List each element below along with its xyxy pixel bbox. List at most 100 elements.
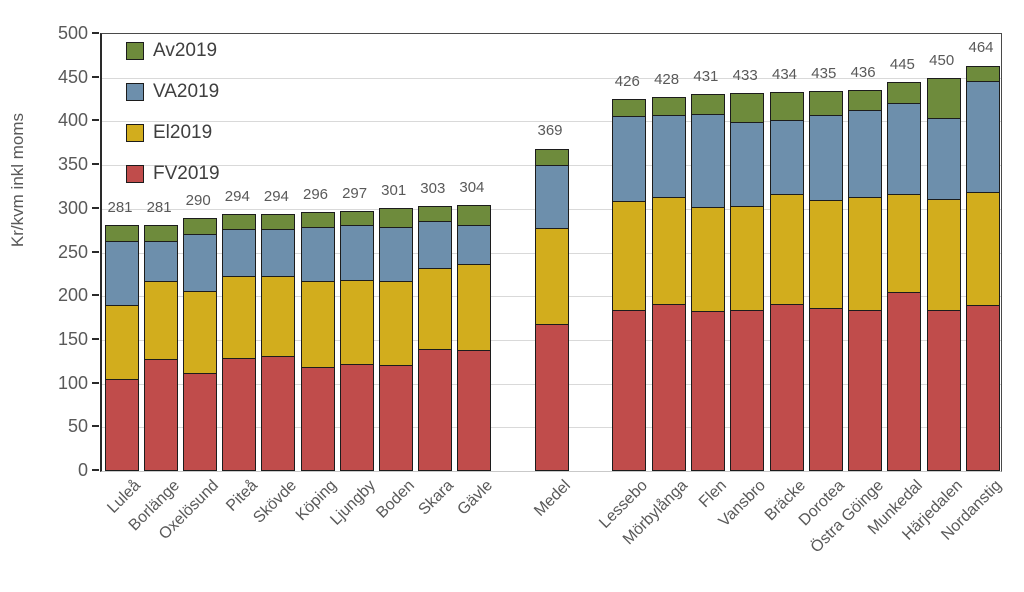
segment-fv2019 — [966, 305, 1000, 471]
segment-va2019 — [144, 241, 179, 283]
segment-el2019 — [105, 305, 139, 381]
bar-total-label: 294 — [224, 188, 250, 206]
legend-item-el2019: El2019 — [126, 122, 220, 143]
segment-el2019 — [769, 194, 804, 306]
x-tick-label: Gävle — [454, 477, 496, 519]
segment-el2019 — [926, 199, 961, 312]
segment-va2019 — [261, 229, 296, 278]
segment-el2019 — [730, 206, 765, 312]
y-tick-mark — [92, 469, 99, 471]
legend-swatch-icon — [126, 123, 144, 142]
segment-av2019 — [769, 91, 804, 122]
bar-total-label: 431 — [693, 68, 719, 86]
legend-swatch-icon — [126, 164, 144, 183]
segment-fv2019 — [690, 311, 725, 471]
segment-fv2019 — [456, 349, 491, 471]
bar-skara — [417, 206, 452, 471]
y-tick-label: 500 — [57, 23, 88, 43]
segment-el2019 — [535, 228, 569, 326]
bar-total-label: 445 — [889, 56, 915, 74]
gridline — [102, 77, 1001, 79]
legend-item-va2019: VA2019 — [126, 81, 220, 102]
segment-el2019 — [417, 267, 452, 351]
segment-fv2019 — [183, 372, 218, 471]
y-tick-mark — [92, 163, 99, 166]
segment-fv2019 — [417, 348, 452, 471]
legend-label: FV2019 — [153, 163, 220, 184]
segment-el2019 — [808, 200, 843, 310]
y-tick-mark — [92, 206, 99, 209]
segment-el2019 — [183, 291, 218, 374]
segment-el2019 — [651, 196, 686, 306]
legend-swatch-icon — [126, 82, 144, 101]
segment-av2019 — [887, 82, 922, 105]
segment-fv2019 — [848, 309, 883, 471]
segment-fv2019 — [612, 309, 647, 471]
segment-fv2019 — [730, 310, 765, 471]
segment-va2019 — [848, 110, 883, 199]
bar-total-label: 281 — [146, 199, 172, 217]
segment-va2019 — [612, 115, 647, 203]
segment-el2019 — [612, 201, 647, 312]
bar-total-label: 369 — [537, 122, 563, 140]
legend-item-fv2019: FV2019 — [126, 163, 220, 184]
segment-el2019 — [966, 192, 1000, 307]
plot-area — [100, 33, 1002, 472]
segment-va2019 — [926, 118, 961, 201]
bar-total-label: 436 — [850, 63, 876, 81]
segment-av2019 — [808, 90, 843, 117]
y-tick-label: 150 — [57, 328, 88, 349]
bar-munkedal — [887, 82, 922, 471]
segment-fv2019 — [144, 358, 179, 471]
segment-el2019 — [887, 194, 922, 294]
segment-av2019 — [105, 225, 139, 243]
x-tick-label: Flen — [695, 477, 730, 512]
bar-medel — [535, 148, 569, 471]
bar-total-label: 281 — [107, 199, 133, 217]
segment-va2019 — [535, 165, 569, 230]
segment-fv2019 — [222, 357, 257, 471]
y-tick-label: 300 — [57, 197, 88, 218]
x-tick-label: Skara — [415, 477, 457, 519]
y-tick-label: 400 — [57, 110, 88, 131]
segment-av2019 — [144, 225, 179, 243]
bar-dorotea — [808, 90, 843, 471]
segment-el2019 — [848, 196, 883, 312]
y-tick-mark — [92, 32, 99, 34]
legend-label: El2019 — [153, 122, 213, 143]
segment-el2019 — [261, 276, 296, 358]
segment-va2019 — [105, 241, 139, 307]
segment-av2019 — [730, 92, 765, 124]
y-tick-label: 450 — [57, 66, 88, 87]
segment-av2019 — [261, 214, 296, 231]
segment-av2019 — [926, 77, 961, 120]
segment-av2019 — [183, 217, 218, 236]
segment-av2019 — [651, 96, 686, 117]
legend-label: VA2019 — [153, 81, 220, 102]
legend-item-av2019: Av2019 — [126, 41, 220, 60]
segment-fv2019 — [926, 310, 961, 471]
y-tick-label: 250 — [57, 241, 88, 262]
bar-total-label: 304 — [459, 179, 485, 197]
bar-bräcke — [769, 91, 804, 471]
segment-fv2019 — [651, 304, 686, 471]
bar-total-label: 297 — [342, 185, 368, 203]
bar-flen — [690, 94, 725, 471]
segment-va2019 — [378, 226, 413, 283]
segment-el2019 — [339, 279, 374, 366]
x-tick-label: Medel — [531, 477, 575, 520]
bar-vansbro — [730, 92, 765, 471]
segment-va2019 — [808, 114, 843, 202]
bar-total-label: 426 — [614, 72, 640, 90]
segment-el2019 — [144, 280, 179, 361]
segment-va2019 — [417, 221, 452, 270]
segment-fv2019 — [105, 378, 139, 471]
y-tick-mark — [92, 425, 99, 428]
segment-va2019 — [769, 119, 804, 196]
bar-total-label: 301 — [381, 181, 407, 199]
legend: Av2019 VA2019 El2019 FV2019 — [126, 41, 220, 206]
y-tick-mark — [92, 119, 99, 122]
segment-el2019 — [378, 280, 413, 367]
x-tick-label: Boden — [372, 477, 418, 522]
bar-oxelösund — [183, 217, 218, 471]
